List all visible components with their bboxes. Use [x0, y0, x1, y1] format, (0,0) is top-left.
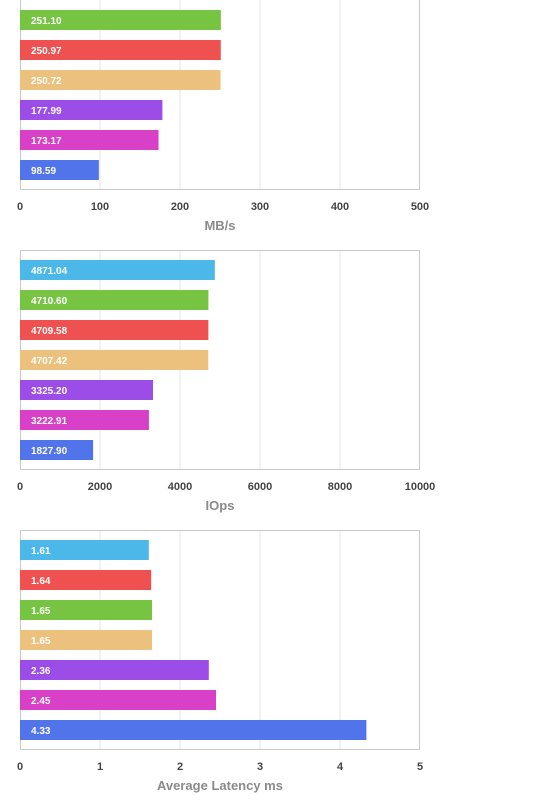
bar: [20, 440, 94, 460]
chart-2: 4871.04 4710.60 4709.58 4707.42 3325.20 3222.…: [17, 250, 435, 513]
x-axis-label: MB/s: [204, 218, 235, 233]
x-tick-label: 400: [331, 201, 349, 213]
x-tick-label: 5: [417, 761, 423, 773]
bar-value-label: 173.17: [31, 136, 62, 147]
bar-value-label: 4709.58: [31, 326, 68, 337]
bar: [20, 10, 221, 30]
bar: [20, 40, 221, 60]
bar-value-label: 250.97: [31, 46, 62, 57]
x-tick-label: 0: [17, 201, 23, 213]
x-axis-label: Average Latency ms: [157, 778, 283, 793]
bar-value-label: 98.59: [31, 166, 56, 177]
bar: [20, 380, 154, 400]
bar: [20, 290, 209, 310]
bar-value-label: 2.36: [31, 666, 51, 677]
bar-value-label: 1827.90: [31, 446, 68, 457]
bar: [20, 70, 221, 90]
bar: [20, 100, 163, 120]
bar: [20, 350, 209, 370]
x-tick-label: 8000: [328, 481, 352, 493]
x-tick-label: 500: [411, 201, 429, 213]
x-axis-label: IOps: [206, 498, 235, 513]
x-tick-label: 0: [17, 481, 23, 493]
bar-value-label: 177.99: [31, 106, 62, 117]
bar-value-label: 1.65: [31, 606, 51, 617]
x-tick-label: 6000: [248, 481, 272, 493]
bar: [20, 600, 152, 620]
bar-value-label: 4707.42: [31, 356, 68, 367]
bar: [20, 720, 367, 740]
bar-value-label: 4710.60: [31, 296, 68, 307]
bar: [20, 690, 216, 710]
bar: [20, 660, 209, 680]
bar-value-label: 251.10: [31, 16, 62, 27]
bar: [20, 630, 152, 650]
x-tick-label: 200: [171, 201, 189, 213]
chart-1: 251.10 250.97 250.72 177.99 173.17 98.59 0 100 2…: [17, 0, 429, 233]
bar: [20, 260, 215, 280]
bar-value-label: 1.61: [31, 546, 51, 557]
bar-value-label: 3222.91: [31, 416, 68, 427]
x-tick-label: 0: [17, 761, 23, 773]
bar-value-label: 2.45: [31, 696, 51, 707]
chart-3: 1.61 1.64 1.65 1.65 2.36 2.45 4.33 0 1 2 3 4 5 Averag…: [17, 530, 423, 793]
bar: [20, 570, 152, 590]
x-tick-label: 10000: [405, 481, 436, 493]
bar-value-label: 1.65: [31, 636, 51, 647]
bar: [20, 130, 159, 150]
bar-value-label: 4.33: [31, 726, 51, 737]
x-tick-label: 4000: [168, 481, 192, 493]
x-tick-label: 2000: [88, 481, 112, 493]
bar: [20, 160, 99, 180]
bar-value-label: 4871.04: [31, 266, 68, 277]
x-tick-label: 100: [91, 201, 109, 213]
x-tick-label: 300: [251, 201, 269, 213]
x-tick-label: 3: [257, 761, 263, 773]
bar-value-label: 250.72: [31, 76, 62, 87]
x-tick-label: 4: [337, 761, 344, 773]
x-tick-label: 2: [177, 761, 183, 773]
bar-value-label: 3325.20: [31, 386, 68, 397]
bar: [20, 320, 209, 340]
bar-value-label: 1.64: [31, 576, 51, 587]
bar: [20, 540, 149, 560]
bar: [20, 410, 149, 430]
x-tick-label: 1: [97, 761, 103, 773]
